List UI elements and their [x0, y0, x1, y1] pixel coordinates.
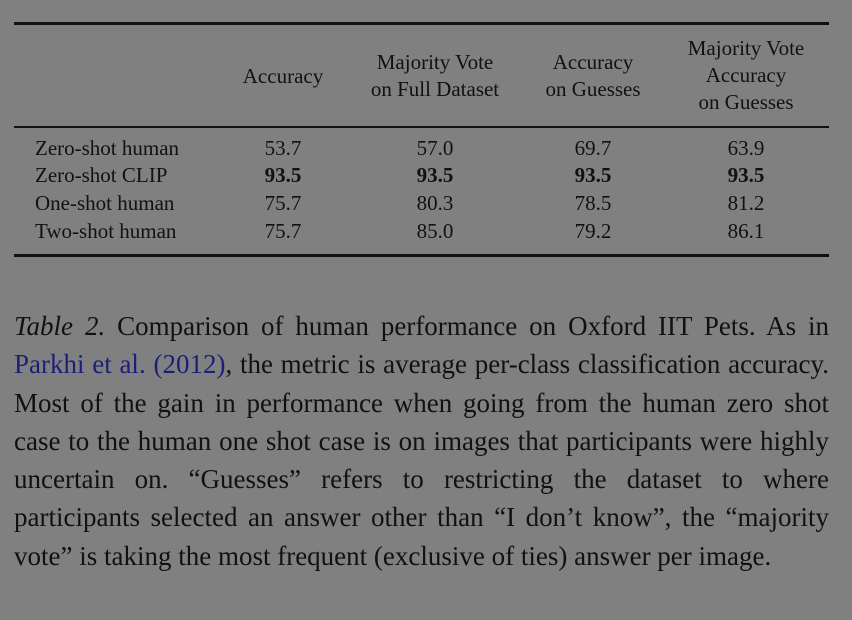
header-line: Majority Vote	[376, 50, 494, 74]
row-label-one-shot-human: One-shot human	[35, 191, 175, 215]
header-majority-vote-full: Majority Vote on Full Dataset	[349, 49, 521, 103]
table-top-rule	[14, 22, 829, 25]
row-label-zero-shot-human: Zero-shot human	[35, 136, 180, 160]
header-line: Accuracy	[242, 64, 324, 88]
cell-majority-vote-full: 85.0	[416, 219, 454, 243]
row-label-two-shot-human: Two-shot human	[35, 219, 177, 243]
header-line: on Guesses	[545, 77, 641, 101]
cell-majority-vote-guesses: 86.1	[727, 219, 765, 243]
cell-accuracy-guesses: 69.7	[574, 136, 612, 160]
header-majority-vote-guesses: Majority Vote Accuracy on Guesses	[668, 35, 824, 116]
cell-majority-vote-full: 93.5	[416, 163, 454, 187]
header-accuracy-guesses: Accuracy on Guesses	[527, 49, 659, 103]
cell-majority-vote-guesses: 93.5	[727, 163, 765, 187]
citation-author-link[interactable]: Parkhi et al.	[14, 349, 146, 380]
caption-label: Table 2.	[14, 311, 106, 341]
cell-accuracy: 53.7	[264, 136, 302, 160]
cell-accuracy-guesses: 79.2	[574, 219, 612, 243]
caption-text: Comparison of human performance on Oxfor…	[105, 311, 829, 341]
table-bottom-rule	[14, 254, 829, 257]
table-header-rule	[14, 126, 829, 128]
caption-text: , the metric is average per-class classi…	[14, 349, 830, 571]
cell-majority-vote-guesses: 81.2	[727, 191, 765, 215]
header-line: Accuracy	[552, 50, 634, 74]
citation-year-link[interactable]: 2012	[162, 349, 217, 380]
header-line: on Full Dataset	[370, 77, 500, 101]
cell-majority-vote-guesses: 63.9	[727, 136, 765, 160]
row-label-zero-shot-clip: Zero-shot CLIP	[35, 163, 168, 187]
citation-paren-open: (	[153, 349, 163, 380]
cell-accuracy: 75.7	[264, 219, 302, 243]
cell-majority-vote-full: 80.3	[416, 191, 454, 215]
header-accuracy: Accuracy	[223, 63, 343, 90]
cell-majority-vote-full: 57.0	[416, 136, 454, 160]
header-line: Majority Vote	[687, 36, 805, 60]
header-line: Accuracy	[705, 63, 787, 87]
cell-accuracy: 93.5	[264, 163, 302, 187]
cell-accuracy-guesses: 93.5	[574, 163, 612, 187]
table-caption: Table 2. Comparison of human performance…	[14, 307, 829, 575]
header-line: on Guesses	[698, 90, 794, 114]
citation-paren-close: )	[216, 349, 226, 380]
cell-accuracy-guesses: 78.5	[574, 191, 612, 215]
cell-accuracy: 75.7	[264, 191, 302, 215]
